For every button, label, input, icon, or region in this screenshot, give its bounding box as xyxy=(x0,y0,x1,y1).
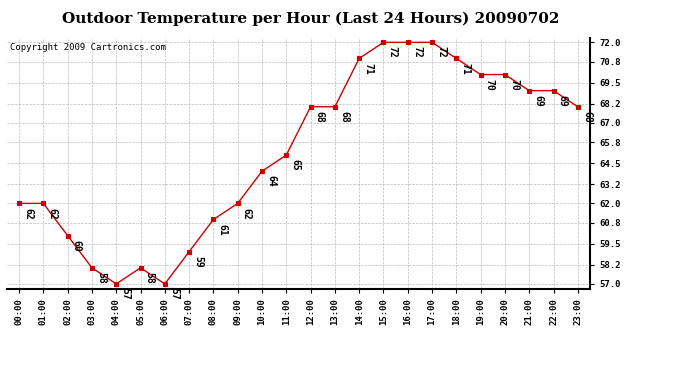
Text: 70: 70 xyxy=(485,79,495,90)
Text: 72: 72 xyxy=(388,46,397,58)
Text: 62: 62 xyxy=(48,207,57,219)
Text: 71: 71 xyxy=(364,63,373,74)
Text: 61: 61 xyxy=(217,224,228,236)
Text: 72: 72 xyxy=(412,46,422,58)
Text: 60: 60 xyxy=(72,240,82,252)
Text: 58: 58 xyxy=(145,272,155,284)
Text: 70: 70 xyxy=(509,79,519,90)
Text: 68: 68 xyxy=(339,111,349,123)
Text: 69: 69 xyxy=(533,95,544,106)
Text: Copyright 2009 Cartronics.com: Copyright 2009 Cartronics.com xyxy=(10,42,166,51)
Text: 64: 64 xyxy=(266,176,276,187)
Text: 57: 57 xyxy=(169,288,179,300)
Text: 62: 62 xyxy=(23,207,33,219)
Text: 59: 59 xyxy=(193,256,204,268)
Text: 57: 57 xyxy=(120,288,130,300)
Text: 72: 72 xyxy=(436,46,446,58)
Text: 71: 71 xyxy=(460,63,471,74)
Text: 68: 68 xyxy=(315,111,325,123)
Text: Outdoor Temperature per Hour (Last 24 Hours) 20090702: Outdoor Temperature per Hour (Last 24 Ho… xyxy=(62,11,559,26)
Text: 68: 68 xyxy=(582,111,592,123)
Text: 58: 58 xyxy=(96,272,106,284)
Text: 62: 62 xyxy=(242,207,252,219)
Text: 69: 69 xyxy=(558,95,568,106)
Text: 65: 65 xyxy=(290,159,300,171)
